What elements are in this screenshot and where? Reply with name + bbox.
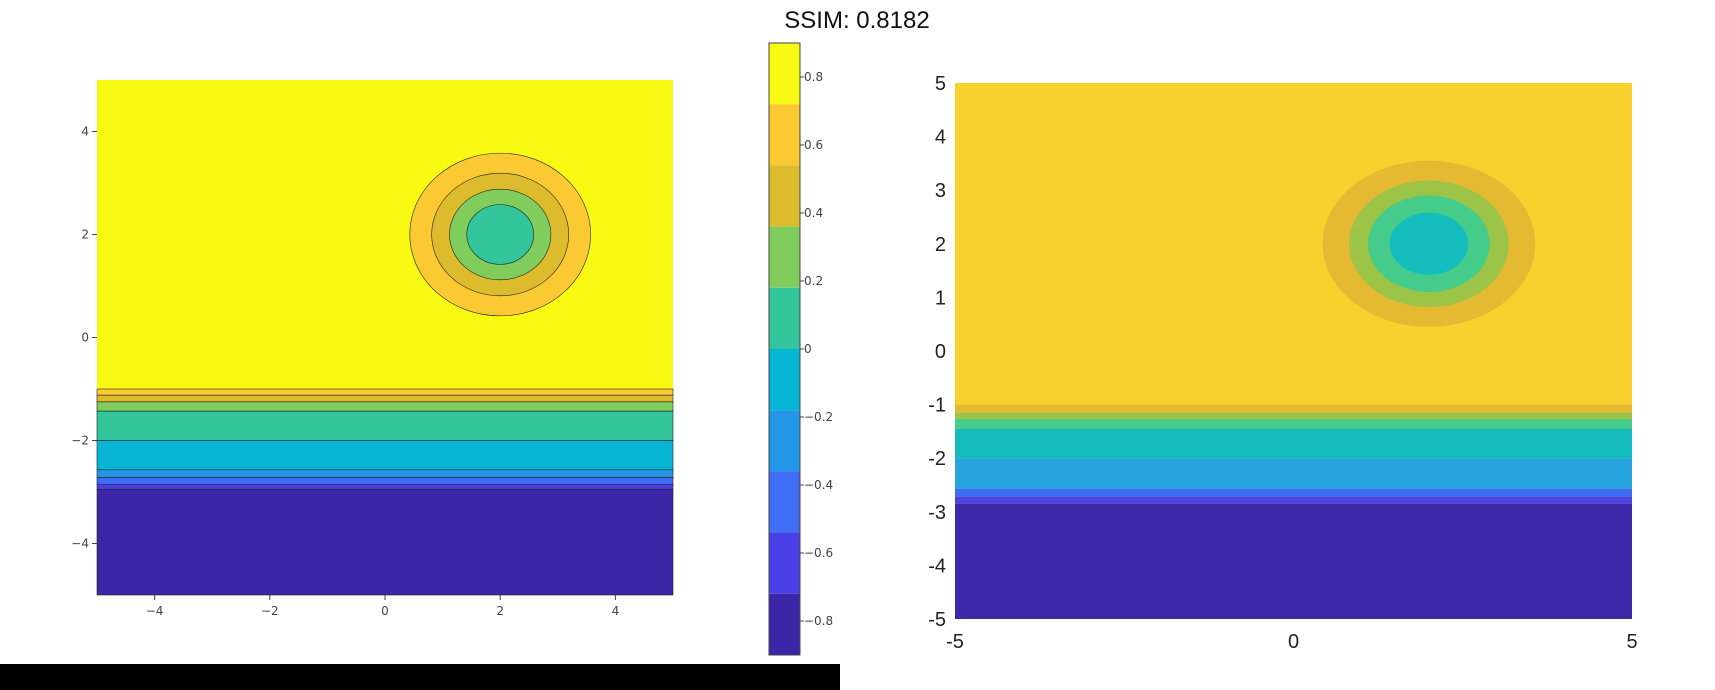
- left-y-tick-label: 4: [81, 125, 89, 139]
- left-y-tick-label: 2: [81, 228, 89, 242]
- colorbar-tick-label: 0.2: [804, 274, 823, 288]
- right-x-tick-label: 0: [1288, 631, 1299, 653]
- right-x-tick-label: 5: [1626, 631, 1637, 653]
- colorbar-segment: [769, 532, 800, 594]
- right-y-tick-label: 2: [935, 234, 946, 256]
- colorbar: 0.8 0.6 0.4 0.2 0 −0.2 −0.4 −0.6 −0.8: [768, 42, 833, 656]
- left-y-tick-label: 0: [81, 331, 89, 345]
- left-x-tick-label: 0: [381, 604, 389, 618]
- right-band-0: [955, 404, 1632, 413]
- left-band-5: [96, 469, 674, 478]
- colorbar-segment: [769, 410, 800, 472]
- colorbar-tick-label: −0.2: [804, 410, 833, 424]
- right-y-tick-label: -2: [928, 448, 946, 470]
- right-band-7: [955, 503, 1632, 619]
- right-y-tick-label: -4: [928, 555, 946, 577]
- colorbar-segment: [769, 43, 800, 105]
- colorbar-segment: [769, 104, 800, 166]
- figure-title: SSIM: 0.8182: [784, 7, 929, 34]
- left-y-tick-label: −4: [71, 537, 89, 551]
- left-x-tick-label: 2: [496, 604, 504, 618]
- colorbar-segment: [769, 165, 800, 227]
- right-band-3: [955, 428, 1632, 459]
- right-x-tick-label: -5: [946, 631, 964, 653]
- right-y-tick-label: -1: [928, 395, 946, 417]
- colorbar-tick-label: 0.8: [804, 70, 823, 84]
- left-band-0: [96, 388, 674, 396]
- colorbar-segment: [769, 593, 800, 655]
- left-band-1: [96, 394, 674, 403]
- left-x-tick-label: 4: [612, 604, 620, 618]
- right-y-tick-label: 1: [935, 287, 946, 309]
- left-band-7: [96, 483, 674, 490]
- right-band-6: [955, 496, 1632, 504]
- colorbar-tick-label: 0.6: [804, 138, 823, 152]
- left-band-6: [96, 477, 674, 485]
- right-band-2: [955, 419, 1632, 429]
- colorbar-tick-label: −0.8: [804, 614, 833, 628]
- colorbar-segment: [769, 226, 800, 288]
- left-x-tick-label: −4: [146, 604, 164, 618]
- right-y-tick-label: 4: [935, 127, 946, 149]
- right-y-tick-label: 5: [935, 73, 946, 95]
- colorbar-segment: [769, 349, 800, 411]
- right-heatmap-plot: -5 0 5 5 4 3 2 1 0 -1 -2 -3 -4 -5: [928, 73, 1637, 653]
- left-band-2: [96, 401, 674, 412]
- colorbar-tick-label: −0.6: [804, 546, 833, 560]
- right-ring-3: [1389, 212, 1469, 275]
- colorbar-tick-label: −0.4: [804, 478, 833, 492]
- colorbar-segment: [769, 287, 800, 349]
- colorbar-segment: [769, 471, 800, 533]
- left-band-4: [96, 440, 674, 471]
- left-y-tick-label: −2: [71, 434, 89, 448]
- left-band-8: [96, 489, 674, 596]
- left-x-tick-label: −2: [261, 604, 279, 618]
- colorbar-tick-label: 0: [804, 342, 812, 356]
- right-band-5: [955, 488, 1632, 497]
- left-contour-plot: −4 −2 0 2 4 4 2 0 −2 −4: [71, 80, 674, 618]
- left-ring-3: [466, 204, 534, 265]
- right-y-tick-label: 0: [935, 341, 946, 363]
- bottom-black-bar: [0, 664, 840, 690]
- right-y-tick-label: 3: [935, 180, 946, 202]
- colorbar-tick-label: 0.4: [804, 206, 823, 220]
- right-band-4: [955, 458, 1632, 489]
- right-band-1: [955, 412, 1632, 420]
- left-band-3: [96, 410, 674, 441]
- right-y-tick-label: -5: [928, 609, 946, 631]
- right-y-tick-label: -3: [928, 502, 946, 524]
